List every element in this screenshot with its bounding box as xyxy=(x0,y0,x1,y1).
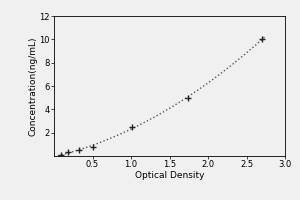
X-axis label: Optical Density: Optical Density xyxy=(135,171,204,180)
Y-axis label: Concentration(ng/mL): Concentration(ng/mL) xyxy=(29,36,38,136)
